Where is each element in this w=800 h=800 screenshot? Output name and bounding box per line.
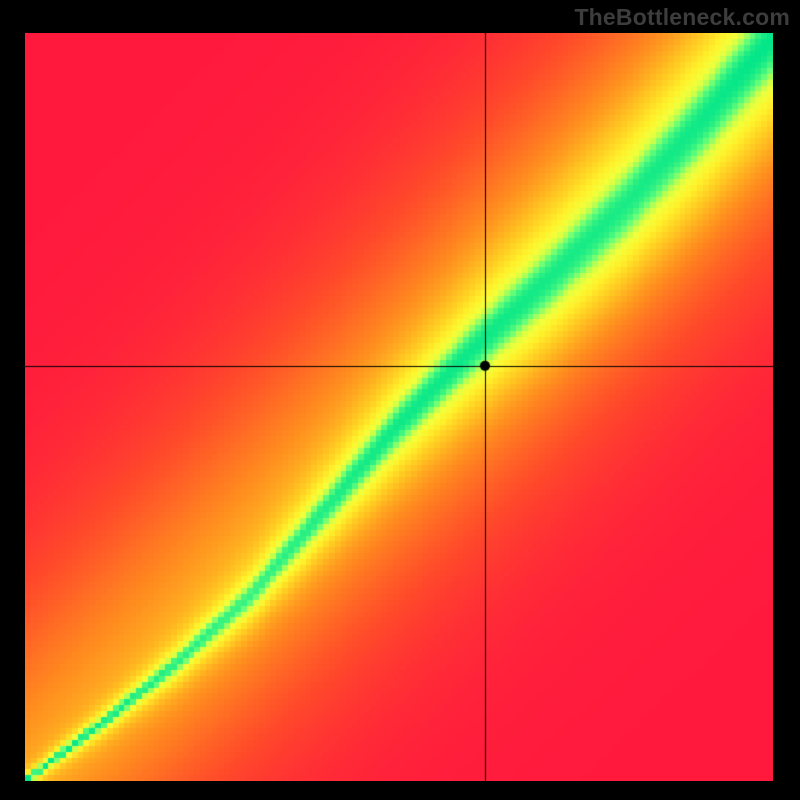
watermark-text: TheBottleneck.com xyxy=(574,4,790,31)
plot-area xyxy=(25,33,773,781)
chart-frame: TheBottleneck.com xyxy=(0,0,800,800)
heatmap-canvas xyxy=(25,33,773,781)
